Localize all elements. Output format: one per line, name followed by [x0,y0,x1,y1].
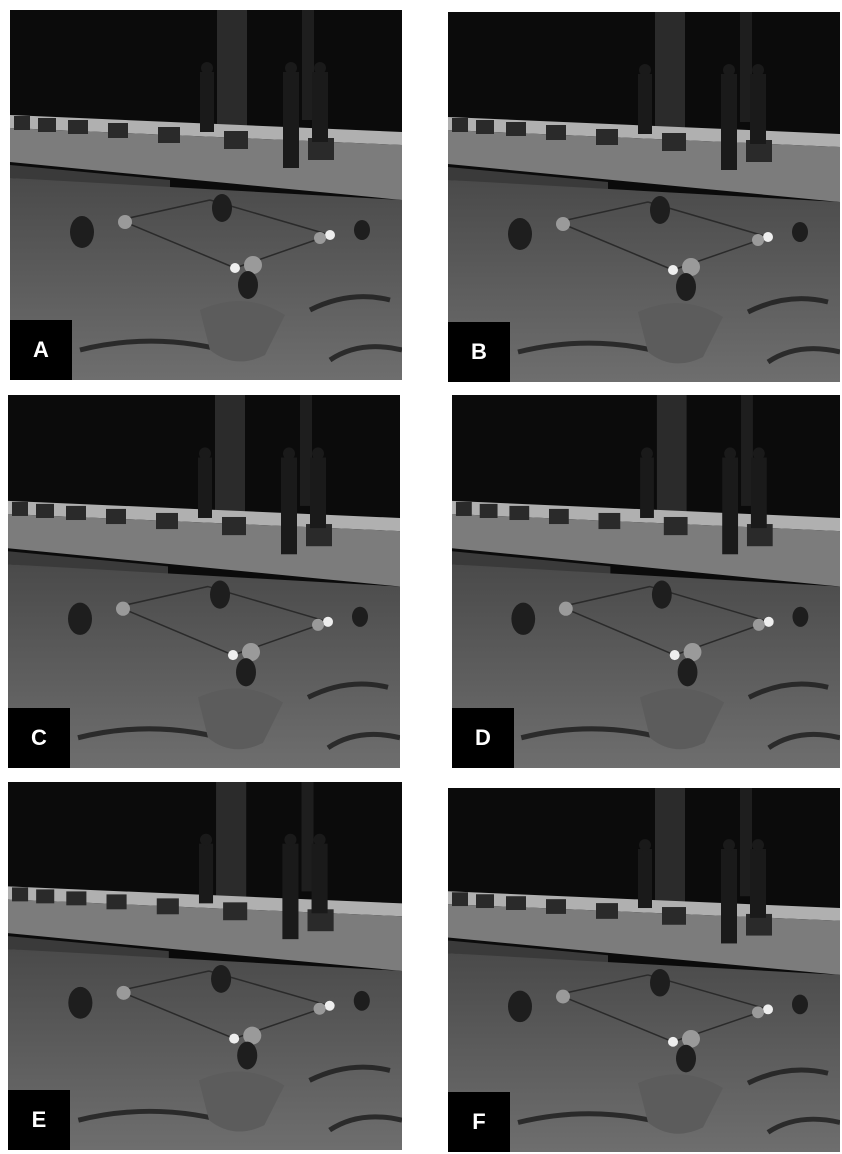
panel-label: F [448,1092,510,1152]
panel-label: C [8,708,70,768]
figure: A B C D E F (() => { const data = JSON.p… [0,0,842,1154]
panel: B [448,12,840,382]
panel: F [448,788,840,1152]
panel: D [452,395,840,768]
panel: C [8,395,400,768]
panel: A [10,10,402,380]
panel-label: A [10,320,72,380]
panel: E [8,782,402,1150]
panel-label: B [448,322,510,382]
panel-label: D [452,708,514,768]
panel-label: E [8,1090,70,1150]
